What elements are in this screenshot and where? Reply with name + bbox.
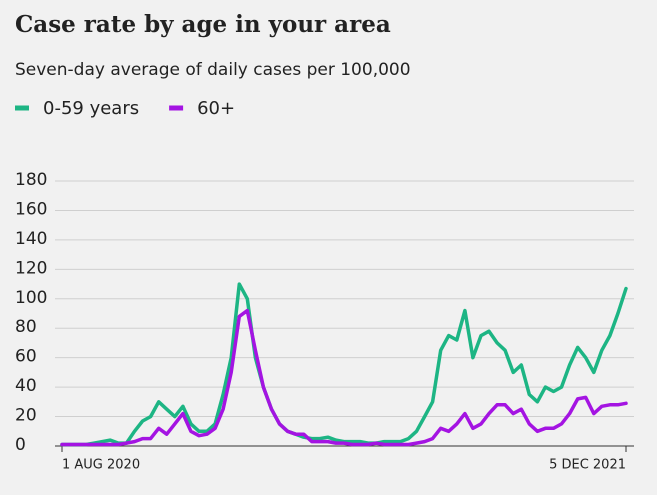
- y-tick-label: 40: [15, 376, 37, 396]
- y-tick-label: 60: [15, 347, 37, 367]
- legend-label: 60+: [197, 98, 235, 119]
- y-tick-label: 80: [15, 317, 37, 337]
- y-tick-label: 120: [15, 258, 47, 278]
- x-tick-label: 5 DEC 2021: [549, 458, 626, 473]
- y-tick-label: 20: [15, 406, 37, 426]
- y-tick-label: 0: [15, 435, 26, 455]
- legend-label: 0-59 years: [43, 98, 139, 119]
- y-tick-label: 160: [15, 199, 47, 219]
- y-tick-label: 180: [15, 170, 47, 190]
- series-line: [60, 282, 628, 447]
- series-line: [60, 308, 628, 447]
- y-tick-label: 100: [15, 288, 47, 308]
- chart-subtitle: Seven-day average of daily cases per 100…: [15, 60, 411, 80]
- x-tick-label: 1 AUG 2020: [62, 458, 140, 473]
- y-tick-label: 140: [15, 229, 47, 249]
- chart-title: Case rate by age in your area: [15, 11, 391, 38]
